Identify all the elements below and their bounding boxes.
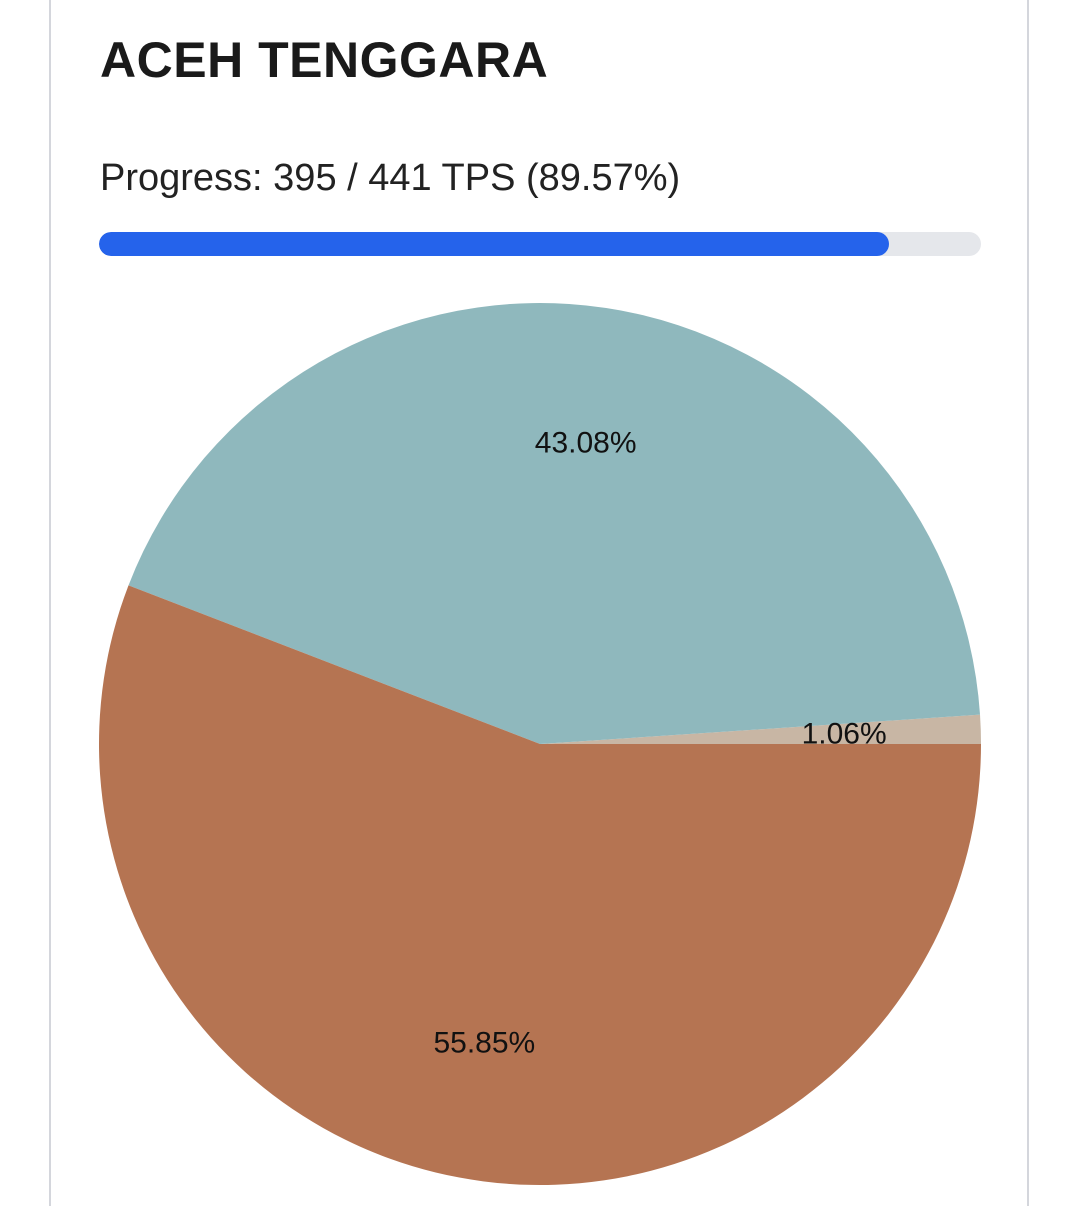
pie-slice-label-0: 1.06% — [802, 717, 887, 750]
pie-slice-label-1: 43.08% — [535, 427, 637, 460]
pie-slice-label-2: 55.85% — [433, 1027, 535, 1060]
progress-bar-fill — [99, 232, 889, 256]
progress-bar — [99, 232, 981, 256]
pie-slice-1 — [128, 303, 981, 744]
progress-label: Progress: 395 / 441 TPS (89.57%) — [100, 157, 681, 199]
region-title: ACEH TENGGARA — [100, 32, 549, 88]
pie-slice-0 — [540, 714, 981, 744]
pie-slice-2 — [99, 585, 981, 1185]
